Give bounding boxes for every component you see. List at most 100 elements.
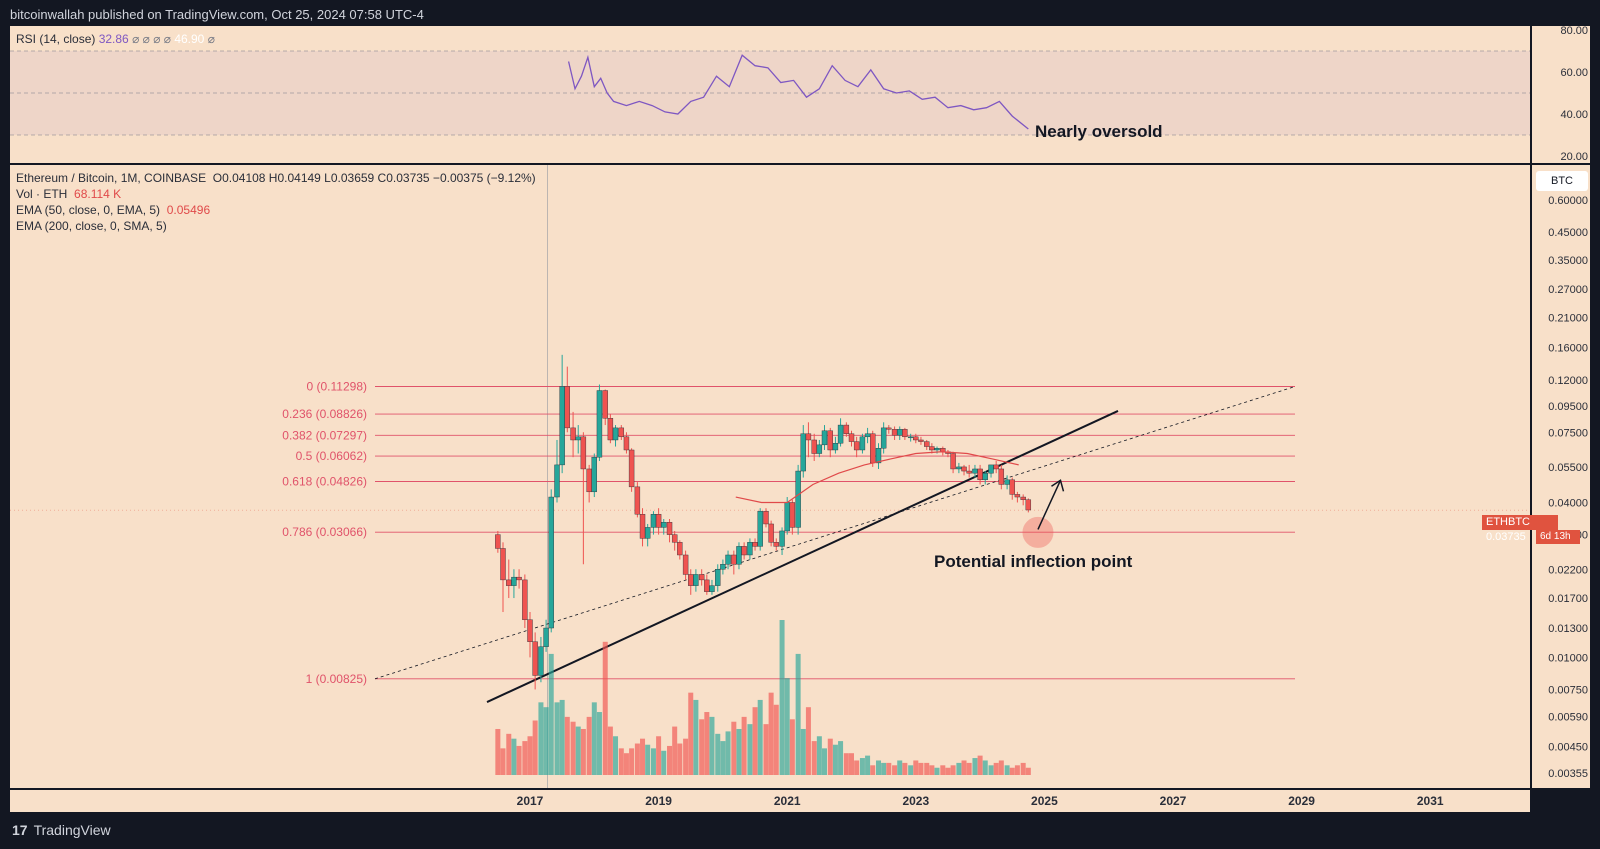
candle-body [532,641,538,676]
fib-label-3: 0.5 (0.06062) [296,449,367,463]
publish-header: bitcoinwallah published on TradingView.c… [0,0,1600,26]
candle-body [891,429,898,436]
volume-bar [859,758,865,775]
candle-body [816,444,823,454]
candle-body [704,579,710,592]
rsi-tick: 60.00 [1560,67,1588,79]
candle-body [639,514,646,539]
time-axis[interactable]: 2017 2019 2021 2023 2025 2027 2029 2031 [10,790,1530,812]
volume-bar [854,760,860,775]
rsi-value: 32.86 [98,32,129,46]
candle-body [950,453,956,470]
candle-body [698,574,705,581]
time-tick: 2025 [1031,794,1058,808]
fib-label-4: 0.618 (0.04826) [282,475,367,489]
volume-bar [816,736,822,775]
volume-bar [779,620,785,775]
volume-bar [870,765,876,775]
volume-bar [956,762,962,775]
volume-bar [843,753,849,775]
rsi-price-axis[interactable]: 80.00 60.00 40.00 20.00 [1532,25,1590,163]
volume-bar [618,748,624,775]
candle-body [988,464,994,474]
price-tick: 0.00590 [1548,711,1588,723]
candle-body [516,576,522,581]
volume-bar [892,765,898,775]
volume-bar [982,760,988,775]
volume-bar [977,755,983,775]
tradingview-logo[interactable]: 17 TradingView [12,822,111,838]
candle-body [543,627,549,647]
candle-body [924,441,930,447]
time-tick: 2021 [774,794,801,808]
candle-body [731,554,737,565]
candle-body [784,502,790,532]
candle-body [650,514,657,528]
candle-body [795,470,801,528]
candle-body [570,427,576,441]
volume-bar [559,699,565,775]
candle-body [522,579,528,620]
volume-bar [672,726,678,775]
volume-bar [720,741,726,775]
price-tick: 0.00750 [1548,684,1588,696]
candle-body [875,448,882,464]
volume-bar [757,699,763,775]
candle-body [586,468,592,493]
volume-bar [543,707,549,775]
candle-body [993,464,999,470]
candle-body [618,427,625,438]
candle-body [768,523,774,543]
price-tick: 0.45000 [1548,227,1588,239]
candle-body [500,548,506,581]
rsi-tick: 80.00 [1560,26,1588,37]
volume-bar [800,728,806,775]
currency-selector[interactable]: BTC [1536,171,1588,191]
candle-body [506,579,512,586]
price-tick: 0.12000 [1548,375,1588,387]
volume-bar [623,753,629,775]
logo-text: TradingView [33,822,111,838]
volume-bar [570,721,576,775]
volume-bar [811,741,817,775]
rsi-na-symbol-last: ⌀ [207,32,215,46]
volume-bar [548,653,554,775]
candle-body [607,418,614,441]
candle-body [688,574,694,586]
rsi-legend: RSI (14, close) 32.86 ⌀ ⌀ ⌀ ⌀ 46.90 ⌀ [16,32,215,46]
candle-body [682,554,689,575]
volume-bar [731,721,737,775]
candle-body [934,448,940,451]
candle-body [591,456,597,493]
volume-bar [602,641,608,775]
price-tick: 0.16000 [1548,343,1588,355]
candle-body [853,441,860,451]
candle-body [998,468,1005,485]
candle-body [821,430,828,446]
volume-bar [929,765,935,775]
volume-bar [832,744,838,775]
volume-bar [511,738,517,775]
price-tick: 0.01000 [1548,652,1588,664]
candle-body [752,542,758,547]
volume-bar [972,758,978,775]
volume-bar [805,707,811,775]
candle-body [880,427,887,449]
rsi-panel[interactable]: RSI (14, close) 32.86 ⌀ ⌀ ⌀ ⌀ 46.90 ⌀ Ne… [10,26,1530,163]
solid-trendline [486,410,1119,703]
candle-body [1020,496,1026,500]
candle-body [720,564,726,570]
fib-label-6: 1 (0.00825) [306,672,367,686]
candle-body [725,554,731,565]
candle-body [612,427,619,441]
candle-body [538,646,544,676]
candle-body [864,433,871,438]
rsi-tick: 40.00 [1560,109,1588,121]
volume-bar [784,678,790,775]
candle-body [623,436,630,451]
main-chart-panel[interactable]: 0 (0.11298) 0.236 (0.08826) 0.382 (0.07297… [10,165,1530,788]
candle-body [634,486,641,515]
main-price-axis[interactable]: 0.60000 0.45000 0.35000 0.27000 0.21000 0.160… [1532,165,1590,788]
candle-body [559,386,565,466]
volume-bar [667,745,673,775]
